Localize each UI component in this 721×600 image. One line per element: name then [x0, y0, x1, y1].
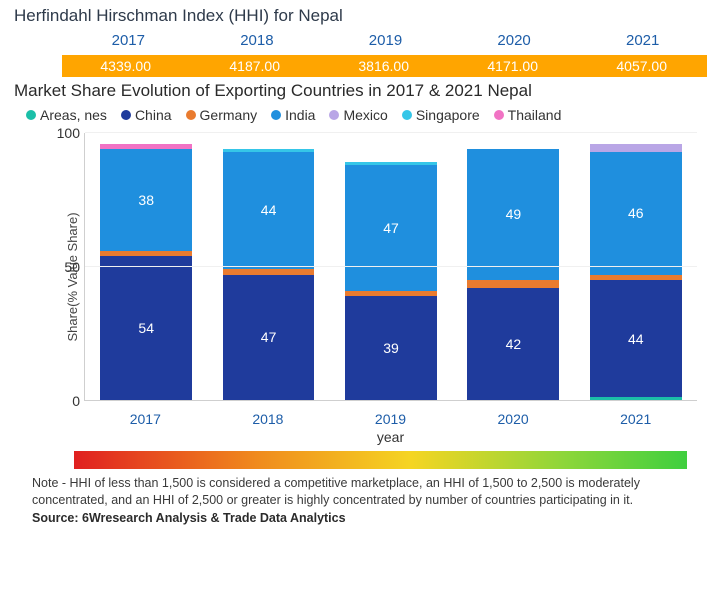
- bar-column: 3947: [345, 133, 437, 400]
- legend-swatch-icon: [329, 110, 339, 120]
- x-tick-label: 2021: [620, 411, 651, 427]
- hhi-year: 2020: [450, 28, 579, 53]
- bar-segment: 39: [345, 296, 437, 400]
- hhi-year-row: 20172018201920202021: [14, 28, 707, 53]
- bar-segment: [467, 280, 559, 288]
- bar-column: 4744: [223, 133, 315, 400]
- gridline: [85, 132, 697, 133]
- legend-swatch-icon: [402, 110, 412, 120]
- y-tick: 100: [57, 125, 80, 141]
- hhi-year: 2019: [321, 28, 450, 53]
- hhi-year: 2017: [64, 28, 193, 53]
- legend: Areas, nes China Germany India Mexico Singapo…: [14, 101, 707, 125]
- bar-segment: 38: [100, 149, 192, 250]
- chart-area: Share(% Value Share) 050100 543847443947…: [14, 127, 707, 427]
- legend-swatch-icon: [186, 110, 196, 120]
- source-line: Source: 6Wresearch Analysis & Trade Data…: [14, 509, 707, 525]
- hhi-value: 4339.00: [62, 58, 191, 74]
- x-tick-label: 2019: [375, 411, 406, 427]
- hhi-year: 2018: [193, 28, 322, 53]
- bar-segment: [590, 144, 682, 152]
- legend-item: India: [271, 107, 315, 123]
- legend-label: China: [135, 107, 172, 123]
- legend-item: China: [121, 107, 172, 123]
- legend-label: Germany: [200, 107, 258, 123]
- hhi-value: 3816.00: [320, 58, 449, 74]
- bar-column: 5438: [100, 133, 192, 400]
- bar-segment: 54: [100, 256, 192, 400]
- legend-label: Thailand: [508, 107, 562, 123]
- hhi-value: 4187.00: [191, 58, 320, 74]
- hhi-value: 4171.00: [449, 58, 578, 74]
- y-tick: 0: [72, 393, 80, 409]
- x-axis-labels: 2017 2018 2019 2020 2021: [84, 411, 697, 427]
- legend-item: Singapore: [402, 107, 480, 123]
- legend-item: Mexico: [329, 107, 387, 123]
- bars-container: 54384744394742494446: [85, 133, 697, 400]
- hhi-value-bar: 4339.004187.003816.004171.004057.00: [62, 55, 707, 77]
- legend-swatch-icon: [271, 110, 281, 120]
- bar-segment: 47: [345, 165, 437, 290]
- hhi-note: Note - HHI of less than 1,500 is conside…: [14, 475, 707, 509]
- x-tick-label: 2020: [498, 411, 529, 427]
- bar-segment: 47: [223, 275, 315, 400]
- legend-item: Germany: [186, 107, 258, 123]
- legend-label: India: [285, 107, 315, 123]
- bar-segment: [590, 397, 682, 400]
- y-tick: 50: [64, 259, 80, 275]
- legend-swatch-icon: [26, 110, 36, 120]
- hhi-title: Herfindahl Hirschman Index (HHI) for Nep…: [14, 6, 707, 26]
- bar-segment: 44: [223, 152, 315, 269]
- legend-label: Singapore: [416, 107, 480, 123]
- bar-segment: 46: [590, 152, 682, 275]
- legend-label: Mexico: [343, 107, 387, 123]
- market-share-title: Market Share Evolution of Exporting Coun…: [14, 81, 707, 101]
- gradient-scale: [74, 451, 687, 469]
- hhi-year: 2021: [578, 28, 707, 53]
- bar-segment: 42: [467, 288, 559, 400]
- legend-swatch-icon: [494, 110, 504, 120]
- x-tick-label: 2018: [252, 411, 283, 427]
- legend-label: Areas, nes: [40, 107, 107, 123]
- bar-segment: 49: [467, 149, 559, 280]
- x-axis-title: year: [14, 429, 707, 445]
- hhi-value: 4057.00: [578, 58, 707, 74]
- legend-swatch-icon: [121, 110, 131, 120]
- x-tick-label: 2017: [130, 411, 161, 427]
- legend-item: Areas, nes: [26, 107, 107, 123]
- legend-item: Thailand: [494, 107, 562, 123]
- plot-area: 54384744394742494446: [84, 133, 697, 401]
- gridline: [85, 266, 697, 267]
- y-axis: 050100: [48, 133, 84, 401]
- bar-column: 4249: [467, 133, 559, 400]
- bar-column: 4446: [590, 133, 682, 400]
- bar-segment: 44: [590, 280, 682, 397]
